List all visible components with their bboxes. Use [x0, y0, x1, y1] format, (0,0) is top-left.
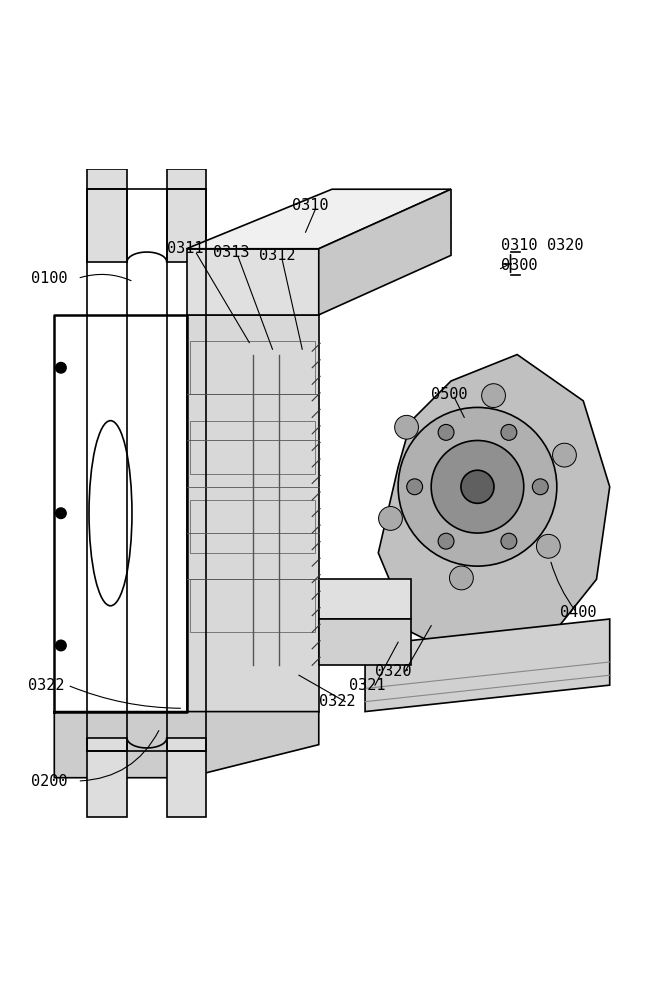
Text: 0321: 0321 [349, 678, 385, 693]
Polygon shape [167, 169, 207, 262]
Text: 0310: 0310 [501, 238, 537, 253]
Polygon shape [378, 355, 610, 665]
Circle shape [56, 362, 66, 373]
Text: 0300: 0300 [501, 258, 537, 273]
Circle shape [533, 479, 548, 495]
Text: 0500: 0500 [431, 387, 467, 402]
Circle shape [552, 443, 576, 467]
Circle shape [461, 470, 494, 503]
Text: 0320: 0320 [375, 664, 412, 679]
Circle shape [407, 479, 422, 495]
Polygon shape [190, 421, 315, 474]
Circle shape [431, 440, 524, 533]
Polygon shape [187, 249, 319, 315]
Text: 0322: 0322 [319, 694, 355, 709]
Polygon shape [319, 619, 411, 665]
Text: 0313: 0313 [213, 245, 250, 260]
Text: 0310: 0310 [292, 198, 329, 213]
Text: 0200: 0200 [31, 774, 68, 789]
Text: 0100: 0100 [31, 271, 68, 286]
Circle shape [501, 533, 517, 549]
Text: 0322: 0322 [28, 678, 64, 693]
Text: 0311: 0311 [167, 241, 203, 256]
Circle shape [481, 384, 505, 408]
Circle shape [501, 424, 517, 440]
Circle shape [537, 534, 560, 558]
Polygon shape [54, 712, 319, 778]
Circle shape [394, 415, 418, 439]
Polygon shape [167, 738, 207, 817]
Polygon shape [88, 169, 127, 262]
Polygon shape [88, 738, 127, 817]
Text: 0400: 0400 [560, 605, 597, 620]
Polygon shape [319, 189, 451, 315]
Polygon shape [365, 619, 610, 712]
Circle shape [56, 640, 66, 651]
Circle shape [450, 566, 473, 590]
Text: 0312: 0312 [259, 248, 295, 263]
Polygon shape [190, 579, 315, 632]
Polygon shape [319, 579, 411, 619]
Circle shape [56, 508, 66, 519]
Circle shape [398, 407, 557, 566]
Text: 0320: 0320 [547, 238, 584, 253]
Polygon shape [187, 315, 319, 712]
Polygon shape [190, 341, 315, 394]
Circle shape [378, 507, 402, 530]
Polygon shape [187, 222, 451, 315]
Polygon shape [190, 500, 315, 553]
Polygon shape [187, 189, 451, 249]
Circle shape [438, 424, 454, 440]
Circle shape [438, 533, 454, 549]
